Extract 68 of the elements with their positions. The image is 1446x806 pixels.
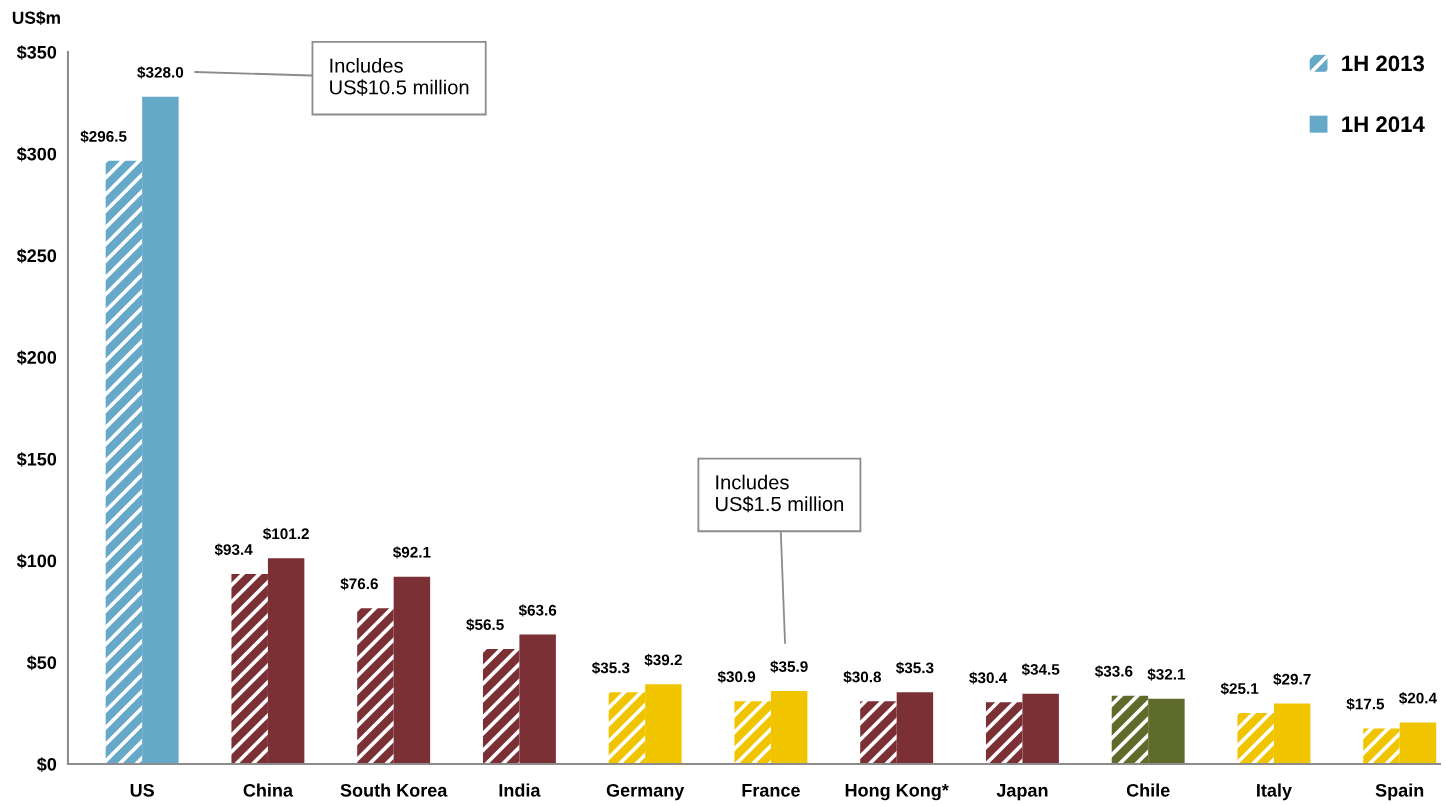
bar [770,690,808,765]
bar [860,701,897,765]
data-label: $92.1 [392,546,431,559]
data-label: $63.6 [518,604,557,617]
bar [985,702,1023,765]
y-tick-label: $250 [16,248,57,264]
data-label: $20.4 [1399,692,1437,705]
data-label: $56.5 [466,618,504,632]
data-label: $25.1 [1220,682,1259,695]
legend-label: 1H 2014 [1342,116,1425,133]
y-tick-label: $50 [26,655,57,671]
bar [1111,695,1149,765]
y-tick-label: $200 [16,350,57,366]
bar [105,160,143,765]
bar [1363,728,1400,765]
x-tick-label: South Korea [340,783,448,797]
y-tick-label: $150 [16,452,57,467]
data-label: $34.5 [1021,663,1060,676]
data-label: $35.3 [591,661,630,675]
data-label: $296.5 [80,130,127,143]
x-tick-label: China [243,783,294,797]
bar [357,608,394,765]
bar [142,96,179,765]
data-label: $93.4 [214,543,253,556]
data-label: $76.6 [340,577,378,591]
bar [1273,703,1311,765]
bar [734,701,771,765]
y-tick-label: $100 [16,553,57,569]
bar [519,634,556,765]
bar [231,574,268,765]
x-tick-label: Spain [1375,783,1424,801]
legend-label: 1H 2013 [1342,55,1425,72]
x-tick-label: US [130,783,154,797]
x-tick-label: Japan [996,784,1048,801]
bar [482,649,520,765]
y-tick-label: $350 [16,45,57,60]
x-tick-label: Germany [606,783,685,801]
annotation: Includes US$10.5 million [330,57,469,96]
bar [608,692,646,765]
x-tick-label: Italy [1257,783,1292,801]
data-label: $39.2 [644,653,682,667]
y-tick-label: $300 [16,146,57,162]
bar [393,576,431,765]
y-tick-label: $0 [37,757,57,772]
data-label: $29.7 [1273,673,1311,686]
x-tick-label: France [742,784,800,797]
bar [645,684,682,765]
data-label: $35.9 [770,660,808,673]
x-tick-label: Chile [1126,783,1170,797]
data-label: $32.1 [1147,668,1186,681]
data-label: $30.9 [717,670,756,684]
data-label: $33.6 [1094,665,1133,678]
bar [1399,722,1437,765]
x-tick-label: Hong Kong* [845,784,949,801]
data-label: $101.2 [262,527,309,541]
bar [267,558,305,765]
x-tick-label: India [499,783,541,797]
data-label: $30.4 [969,671,1008,685]
bar [1237,712,1274,765]
data-label: $35.3 [895,661,934,675]
data-label: $328.0 [137,66,184,79]
annotation: Includes US$1.5 million [716,474,844,513]
bar [896,692,934,765]
y-axis-title: US$m [12,10,60,26]
data-label: $30.8 [843,670,882,684]
data-label: $17.5 [1346,697,1385,711]
bar [1148,698,1185,765]
bar [1022,693,1059,765]
